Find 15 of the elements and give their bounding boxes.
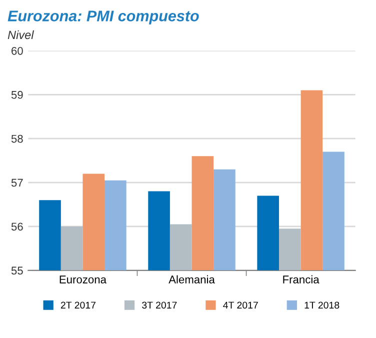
legend-label: 2T 2017: [60, 302, 96, 309]
y-tick-label: 55: [11, 266, 23, 275]
x-tick-label: Francia: [283, 275, 320, 284]
chart-subtitle: Nivel: [8, 30, 34, 40]
y-tick-label: 59: [11, 90, 23, 99]
x-tick-label: Alemania: [168, 275, 215, 284]
chart-title: Eurozona: PMI compuesto: [8, 10, 199, 24]
y-tick-label: 60: [12, 46, 23, 55]
y-tick-label: 57: [11, 178, 23, 187]
legend-label: 1T 2018: [304, 302, 340, 309]
legend-label: 3T 2017: [142, 302, 177, 309]
x-tick-label: Eurozona: [60, 276, 107, 284]
y-tick-label: 56: [11, 222, 23, 231]
legend-label: 4T 2017: [223, 302, 258, 309]
y-tick-label: 58: [11, 134, 23, 143]
